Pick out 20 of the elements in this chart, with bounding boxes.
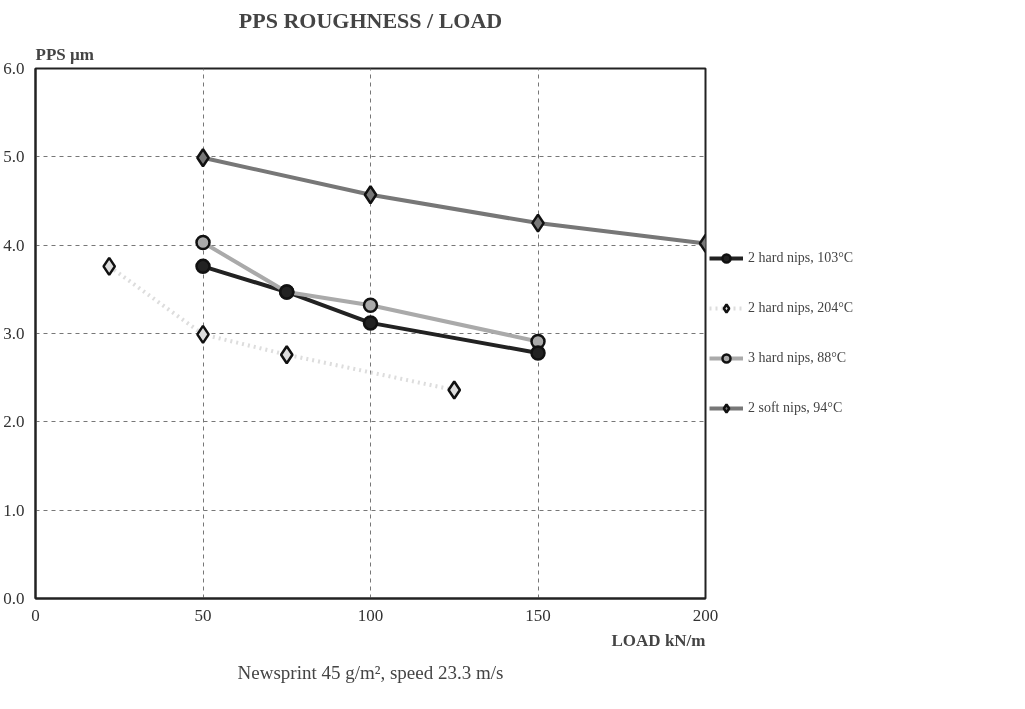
legend-label: 3 hard nips, 88°C bbox=[748, 350, 847, 366]
legend-label: 2 hard nips, 103°C bbox=[748, 250, 854, 266]
x-tick-label: 100 bbox=[357, 605, 384, 625]
y-tick-label: 2.0 bbox=[3, 412, 25, 432]
y-tick-label: 6.0 bbox=[3, 59, 25, 78]
y-tick-label: 1.0 bbox=[3, 500, 25, 520]
legend-label: 2 soft nips, 94°C bbox=[748, 400, 843, 416]
x-tick-label: 50 bbox=[194, 605, 212, 625]
y-tick-label: 4.0 bbox=[3, 235, 25, 255]
y-axis-title: PPS µm bbox=[35, 44, 94, 64]
legend-label: 2 hard nips, 204°C bbox=[748, 300, 854, 316]
x-tick-label: 200 bbox=[692, 605, 719, 625]
text: Newsprint 45 g/m², speed 23.3 m/s bbox=[237, 661, 504, 683]
y-tick-label: 0.0 bbox=[3, 589, 25, 608]
x-tick-label: 150 bbox=[525, 605, 551, 625]
y-tick-label: 3.0 bbox=[3, 324, 25, 343]
y-tick-label: 5.0 bbox=[3, 147, 25, 167]
x-axis-title: LOAD kN/m bbox=[611, 630, 706, 650]
chart-title: PPS ROUGHNESS / LOAD bbox=[238, 7, 503, 33]
x-tick-label: 0 bbox=[31, 605, 40, 625]
